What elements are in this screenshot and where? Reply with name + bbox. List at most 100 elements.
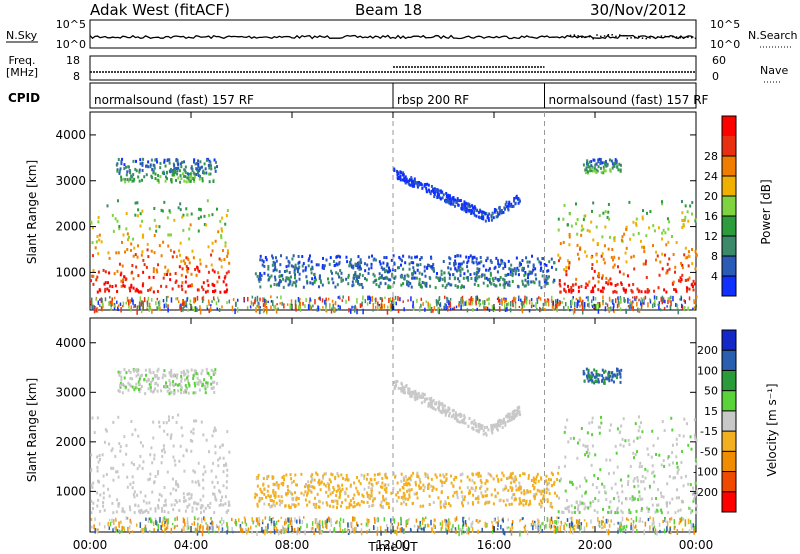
- echo-cell: [434, 408, 437, 412]
- echo-cell: [219, 219, 222, 223]
- ground-scatter-point: [658, 301, 661, 305]
- echo-cell: [497, 262, 500, 266]
- echo-cell: [462, 260, 465, 264]
- echo-cell: [157, 470, 160, 474]
- echo-cell: [335, 262, 338, 266]
- echo-cell: [485, 433, 488, 437]
- ground-scatter-point: [175, 297, 177, 301]
- echo-cell: [408, 483, 411, 487]
- ground-scatter-point: [319, 296, 321, 300]
- echo-cell: [402, 267, 405, 271]
- ground-scatter-point: [93, 308, 96, 314]
- echo-cell: [310, 267, 313, 271]
- echo-cell: [290, 481, 293, 485]
- ground-scatter-point: [267, 300, 269, 304]
- echo-cell: [97, 460, 100, 464]
- echo-cell: [281, 274, 284, 278]
- echo-cell: [408, 267, 411, 271]
- freq-trace: [90, 66, 696, 73]
- ground-scatter-point: [354, 528, 356, 534]
- echo-cell: [536, 472, 539, 476]
- echo-cell: [178, 459, 181, 463]
- echo-cell: [199, 258, 202, 262]
- ground-scatter-point: [455, 529, 457, 534]
- ground-scatter-point: [376, 518, 378, 522]
- echo-cell: [576, 243, 579, 247]
- echo-cell: [354, 274, 357, 278]
- echo-cell: [474, 422, 477, 426]
- echo-cell: [380, 500, 383, 504]
- ground-scatter-point: [164, 517, 167, 523]
- echo-cell: [644, 476, 647, 480]
- echo-cell: [422, 392, 425, 396]
- echo-cell: [95, 240, 98, 244]
- echo-cell: [534, 495, 537, 499]
- echo-cell: [458, 268, 461, 272]
- echo-cell: [174, 463, 177, 467]
- echo-cell: [628, 443, 631, 447]
- ground-scatter-point: [100, 306, 103, 311]
- echo-cell: [274, 491, 277, 495]
- ground-scatter-point: [264, 527, 267, 533]
- echo-cell: [517, 408, 520, 412]
- ground-scatter-point: [122, 301, 125, 307]
- echo-cell: [305, 484, 308, 488]
- echo-cell: [517, 488, 520, 492]
- echo-cell: [477, 430, 480, 434]
- echo-cell: [586, 444, 589, 448]
- ground-scatter-point: [243, 516, 246, 520]
- echo-cell: [225, 290, 228, 294]
- ground-scatter-point: [258, 518, 261, 523]
- echo-cell: [149, 163, 152, 167]
- echo-cell: [605, 164, 608, 168]
- echo-cell: [187, 284, 190, 288]
- echo-cell: [647, 507, 650, 511]
- echo-cell: [595, 253, 598, 257]
- ground-scatter-point: [294, 519, 296, 523]
- echo-cell: [184, 171, 187, 175]
- echo-cell: [124, 385, 127, 389]
- echo-cell: [226, 254, 229, 258]
- echo-cell: [139, 387, 142, 391]
- echo-cell: [414, 392, 417, 396]
- echo-cell: [132, 179, 135, 183]
- echo-cell: [520, 262, 522, 266]
- noise-dot: [603, 35, 606, 37]
- echo-cell: [368, 504, 371, 508]
- ground-scatter-point: [162, 299, 165, 303]
- echo-cell: [475, 472, 478, 476]
- echo-cell: [661, 420, 664, 424]
- ground-scatter-point: [163, 516, 166, 521]
- ground-scatter-point: [524, 295, 526, 302]
- echo-cell: [637, 498, 640, 502]
- echo-cell: [363, 487, 366, 491]
- ground-scatter-point: [477, 298, 480, 305]
- noise-dot: [607, 34, 610, 36]
- echo-cell: [658, 453, 661, 457]
- echo-cell: [284, 492, 287, 496]
- echo-cell: [416, 181, 419, 185]
- echo-cell: [156, 383, 159, 387]
- ground-scatter-point: [501, 518, 504, 522]
- ground-scatter-point: [234, 518, 237, 523]
- ground-scatter-point: [221, 527, 224, 532]
- echo-cell: [339, 255, 342, 259]
- echo-cell: [129, 508, 132, 512]
- echo-cell: [138, 170, 141, 174]
- ground-scatter-point: [534, 521, 536, 526]
- echo-cell: [438, 195, 441, 199]
- echo-cell: [199, 207, 202, 211]
- echo-cell: [147, 378, 150, 382]
- echo-cell: [454, 254, 457, 258]
- echo-cell: [490, 218, 493, 222]
- echo-cell: [107, 487, 110, 491]
- echo-cell: [125, 227, 128, 231]
- echo-cell: [678, 496, 681, 500]
- ground-scatter-point: [280, 529, 283, 535]
- echo-cell: [553, 278, 556, 282]
- ground-scatter-point: [438, 308, 440, 315]
- echo-cell: [96, 469, 99, 473]
- echo-cell: [592, 276, 595, 280]
- echo-cell: [184, 261, 187, 265]
- ground-scatter-point: [121, 530, 123, 533]
